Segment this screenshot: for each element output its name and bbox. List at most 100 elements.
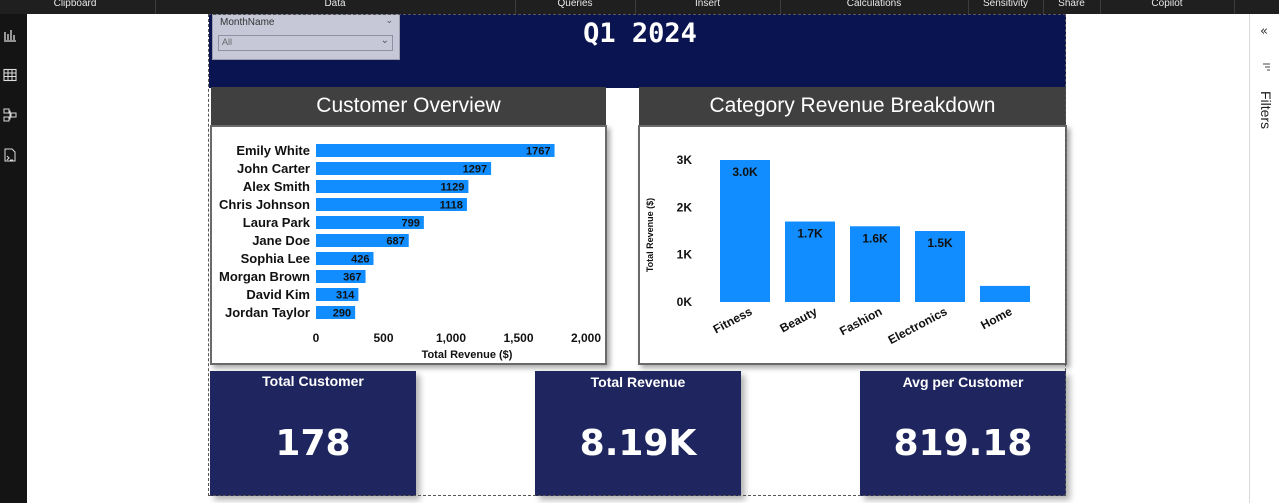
- customer-name-label: Jordan Taylor: [225, 305, 310, 320]
- customer-bar: [316, 180, 469, 193]
- chevron-down-icon[interactable]: ⌄: [385, 16, 393, 26]
- ribbon-divider: [968, 0, 969, 14]
- customer-bar-value: 1118: [440, 200, 463, 212]
- customer-name-label: Sophia Lee: [241, 251, 310, 266]
- kpi-value: 8.19K: [579, 423, 697, 464]
- y-tick-label: 0K: [677, 295, 693, 309]
- x-tick-label: 500: [373, 331, 393, 345]
- customer-bar: [316, 234, 409, 247]
- customer-bar: [316, 144, 555, 157]
- kpi-total-revenue[interactable]: Total Revenue 8.19K: [535, 371, 741, 496]
- customer-bar: [316, 270, 366, 283]
- customer-name-label: Jane Doe: [252, 233, 310, 248]
- kpi-value: 819.18: [893, 423, 1033, 464]
- customer-bar: [316, 216, 424, 229]
- customer-bar: [316, 306, 356, 319]
- customer-bar: [316, 252, 374, 265]
- kpi-label: Avg per Customer: [902, 374, 1024, 390]
- category-bar: [915, 231, 965, 302]
- ribbon-group-sensitivity[interactable]: Sensitivity: [982, 0, 1028, 9]
- ribbon-divider: [1234, 0, 1235, 14]
- y-tick-label: 3K: [677, 153, 693, 167]
- dax-query-icon[interactable]: [0, 146, 20, 164]
- ribbon-group-insert[interactable]: Insert: [694, 0, 720, 9]
- category-breakdown-title: Category Revenue Breakdown: [639, 87, 1066, 125]
- ribbon-divider: [780, 0, 781, 14]
- ribbon-divider: [155, 0, 156, 14]
- kpi-label: Total Revenue: [590, 374, 686, 390]
- customer-bar-value: 687: [386, 236, 404, 248]
- ribbon-divider: [515, 0, 516, 14]
- category-bar: [720, 160, 770, 302]
- filter-icon: [1263, 56, 1271, 71]
- customer-bar-value: 1297: [463, 164, 487, 176]
- customer-name-label: Emily White: [236, 143, 310, 158]
- slicer-dropdown[interactable]: All ⌄: [218, 35, 393, 51]
- customer-bar: [316, 288, 359, 301]
- x-tick-label: 1,000: [436, 331, 466, 345]
- slicer-selected-value: All: [222, 37, 233, 47]
- customer-bar-chart: Emily White 1767 John Carter 1297 Alex Smith…: [219, 143, 601, 361]
- category-bar-value: 1.7K: [797, 227, 823, 241]
- customer-name-label: Laura Park: [243, 215, 311, 230]
- kpi-avg-per-customer[interactable]: Avg per Customer 819.18: [860, 371, 1066, 496]
- category-bar: [785, 221, 835, 302]
- customer-name-label: Alex Smith: [243, 179, 310, 194]
- report-view-icon[interactable]: [0, 26, 20, 44]
- category-bar-value: 1.6K: [862, 231, 888, 245]
- chevron-down-icon[interactable]: ⌄: [380, 35, 389, 46]
- customer-overview-title: Customer Overview: [211, 87, 606, 125]
- ribbon-group-share[interactable]: Share: [1058, 0, 1085, 9]
- ribbon-divider: [635, 0, 636, 14]
- category-bar: [850, 226, 900, 302]
- report-title: Q1 2024: [583, 18, 697, 49]
- table-view-icon[interactable]: [0, 66, 20, 84]
- filters-pane[interactable]: « Filters: [1249, 14, 1279, 503]
- ribbon-divider: [1043, 0, 1044, 14]
- x-axis-title: Total Revenue ($): [422, 349, 513, 361]
- month-slicer[interactable]: MonthName ⌄ All ⌄: [212, 14, 400, 60]
- customer-bar-value: 367: [343, 272, 361, 284]
- kpi-label: Total Customer: [262, 373, 364, 389]
- x-tick-label: 1,500: [503, 331, 533, 345]
- filters-label-wrap: Filters: [1254, 82, 1274, 142]
- customer-overview-card[interactable]: Emily White 1767 John Carter 1297 Alex Smith…: [210, 125, 607, 365]
- customer-bar-value: 1129: [441, 182, 465, 194]
- canvas-selection-frame: [208, 14, 1066, 496]
- left-rail: [0, 14, 27, 503]
- ribbon: Clipboard Data Queries Insert Calculatio…: [0, 0, 1279, 14]
- customer-bar-value: 1767: [526, 146, 550, 158]
- customer-name-label: David Kim: [246, 287, 310, 302]
- customer-name-label: Morgan Brown: [219, 269, 310, 284]
- category-bar-value: 1.5K: [927, 236, 953, 250]
- ribbon-group-queries[interactable]: Queries: [557, 0, 593, 9]
- y-tick-label: 1K: [677, 248, 693, 262]
- ribbon-group-calculations[interactable]: Calculations: [846, 0, 902, 9]
- customer-bar-value: 426: [351, 254, 369, 266]
- customer-name-label: Chris Johnson: [219, 197, 310, 212]
- customer-bar-value: 290: [333, 308, 351, 320]
- kpi-value: 178: [275, 423, 351, 464]
- slicer-title: MonthName: [220, 17, 275, 28]
- filters-label: Filters: [1258, 90, 1274, 130]
- category-breakdown-card[interactable]: 0K 1K 2K 3K Total Revenue ($) 3.0K Fitness 1.7K…: [638, 125, 1067, 365]
- ribbon-group-copilot[interactable]: Copilot: [1151, 0, 1183, 9]
- x-tick-label: 2,000: [571, 331, 601, 345]
- customer-bar: [316, 198, 467, 211]
- model-view-icon[interactable]: [0, 106, 20, 124]
- category-bar: [980, 285, 1030, 302]
- y-axis-title: Total Revenue ($): [645, 198, 655, 272]
- kpi-total-customer[interactable]: Total Customer 178: [210, 371, 416, 496]
- customer-bar-value: 314: [336, 290, 355, 302]
- customer-name-label: John Carter: [237, 161, 310, 176]
- customer-bar: [316, 162, 492, 175]
- collapse-pane-icon[interactable]: «: [1260, 24, 1268, 39]
- ribbon-divider: [1100, 0, 1101, 14]
- x-tick-label: 0: [313, 331, 320, 345]
- customer-bar-value: 799: [402, 218, 420, 230]
- ribbon-group-data[interactable]: Data: [324, 0, 346, 9]
- ribbon-group-clipboard[interactable]: Clipboard: [53, 0, 97, 9]
- y-tick-label: 2K: [677, 200, 693, 214]
- category-bar-value: 3.0K: [732, 165, 758, 179]
